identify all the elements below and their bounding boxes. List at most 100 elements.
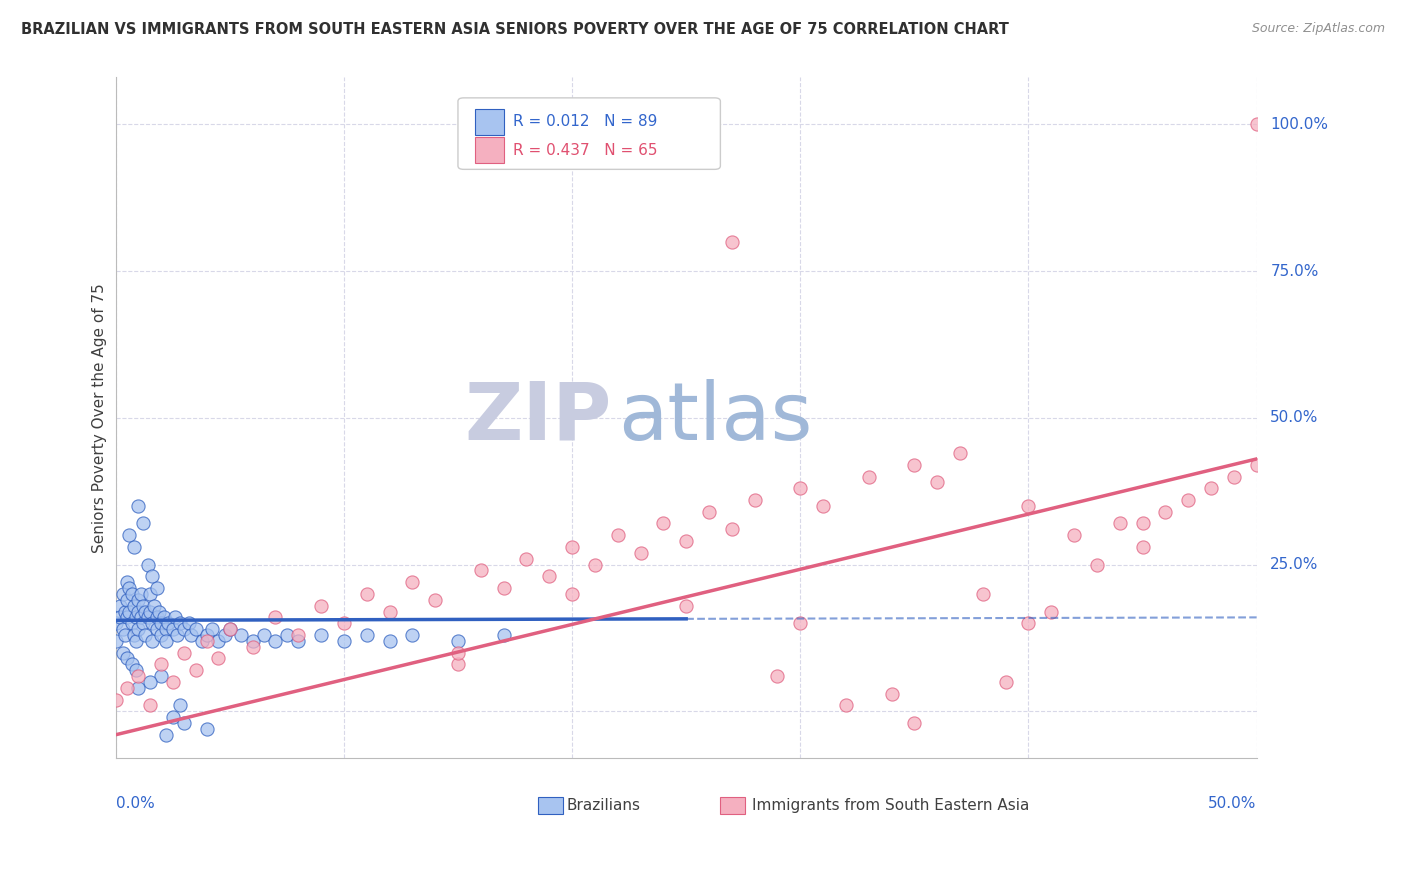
Point xyxy=(110,610,132,624)
Point xyxy=(378,633,401,648)
Point xyxy=(218,622,240,636)
Point xyxy=(104,633,127,648)
Point xyxy=(173,622,195,636)
Point xyxy=(538,569,561,583)
Point xyxy=(200,622,222,636)
Point xyxy=(155,633,177,648)
Point xyxy=(1154,505,1177,519)
Point xyxy=(150,616,173,631)
Point xyxy=(162,710,184,724)
Point xyxy=(195,633,218,648)
Point xyxy=(115,592,138,607)
Point xyxy=(949,446,972,460)
Text: 25.0%: 25.0% xyxy=(1271,558,1319,572)
Point xyxy=(169,616,191,631)
Point xyxy=(134,628,156,642)
FancyBboxPatch shape xyxy=(475,109,503,135)
Point xyxy=(652,516,675,531)
Point xyxy=(111,622,134,636)
Text: R = 0.437   N = 65: R = 0.437 N = 65 xyxy=(513,143,657,158)
Point xyxy=(287,628,309,642)
Point xyxy=(447,657,470,672)
Point xyxy=(401,575,423,590)
Point xyxy=(127,669,149,683)
Point xyxy=(132,616,155,631)
Point xyxy=(606,528,628,542)
Point xyxy=(110,599,132,613)
Point xyxy=(470,563,492,577)
Text: Immigrants from South Eastern Asia: Immigrants from South Eastern Asia xyxy=(752,797,1029,813)
Point xyxy=(583,558,606,572)
Point xyxy=(675,534,697,549)
Point xyxy=(1017,616,1039,631)
Point xyxy=(264,610,287,624)
Text: 50.0%: 50.0% xyxy=(1271,410,1319,425)
Point xyxy=(242,640,264,654)
Point xyxy=(401,628,423,642)
Point xyxy=(253,628,276,642)
Point xyxy=(1246,458,1268,472)
Point xyxy=(903,458,925,472)
Point xyxy=(1223,469,1246,483)
Point xyxy=(356,587,378,601)
Point xyxy=(104,616,127,631)
Point xyxy=(184,622,207,636)
Point xyxy=(1177,493,1199,508)
Point xyxy=(122,628,145,642)
Point xyxy=(744,493,766,508)
Point xyxy=(129,587,152,601)
Point xyxy=(150,669,173,683)
Point xyxy=(139,698,162,713)
Point xyxy=(118,605,141,619)
Point xyxy=(114,605,136,619)
Point xyxy=(132,516,155,531)
Point xyxy=(1132,540,1154,554)
Point xyxy=(143,599,166,613)
Point xyxy=(903,716,925,731)
Point xyxy=(720,522,742,536)
Point xyxy=(127,499,149,513)
Text: 0.0%: 0.0% xyxy=(115,796,155,811)
Point xyxy=(139,587,162,601)
Point xyxy=(333,616,356,631)
FancyBboxPatch shape xyxy=(720,797,745,814)
Point xyxy=(195,628,218,642)
Point xyxy=(136,558,159,572)
Point xyxy=(423,592,446,607)
Text: 50.0%: 50.0% xyxy=(1208,796,1257,811)
Point xyxy=(858,469,880,483)
Point xyxy=(141,569,163,583)
Point xyxy=(1085,558,1108,572)
Point xyxy=(118,528,141,542)
Point xyxy=(835,698,858,713)
Point xyxy=(630,546,652,560)
Point xyxy=(173,646,195,660)
Point xyxy=(150,628,173,642)
Point xyxy=(115,681,138,695)
FancyBboxPatch shape xyxy=(458,98,720,169)
Point xyxy=(115,651,138,665)
Point xyxy=(447,633,470,648)
Point xyxy=(125,633,148,648)
Point xyxy=(214,628,236,642)
Point xyxy=(276,628,298,642)
Point xyxy=(720,235,742,249)
FancyBboxPatch shape xyxy=(538,797,562,814)
Point xyxy=(1246,117,1268,131)
Point xyxy=(180,628,202,642)
Point xyxy=(155,622,177,636)
Point xyxy=(115,575,138,590)
Point xyxy=(122,599,145,613)
Point xyxy=(136,610,159,624)
Point xyxy=(129,610,152,624)
Point xyxy=(127,681,149,695)
Text: 75.0%: 75.0% xyxy=(1271,264,1319,278)
Point xyxy=(1063,528,1085,542)
Point xyxy=(766,669,789,683)
Point xyxy=(207,633,229,648)
Text: ZIP: ZIP xyxy=(465,379,612,457)
Point xyxy=(191,633,214,648)
Point xyxy=(111,587,134,601)
Y-axis label: Seniors Poverty Over the Age of 75: Seniors Poverty Over the Age of 75 xyxy=(93,283,107,553)
Point xyxy=(492,581,515,595)
